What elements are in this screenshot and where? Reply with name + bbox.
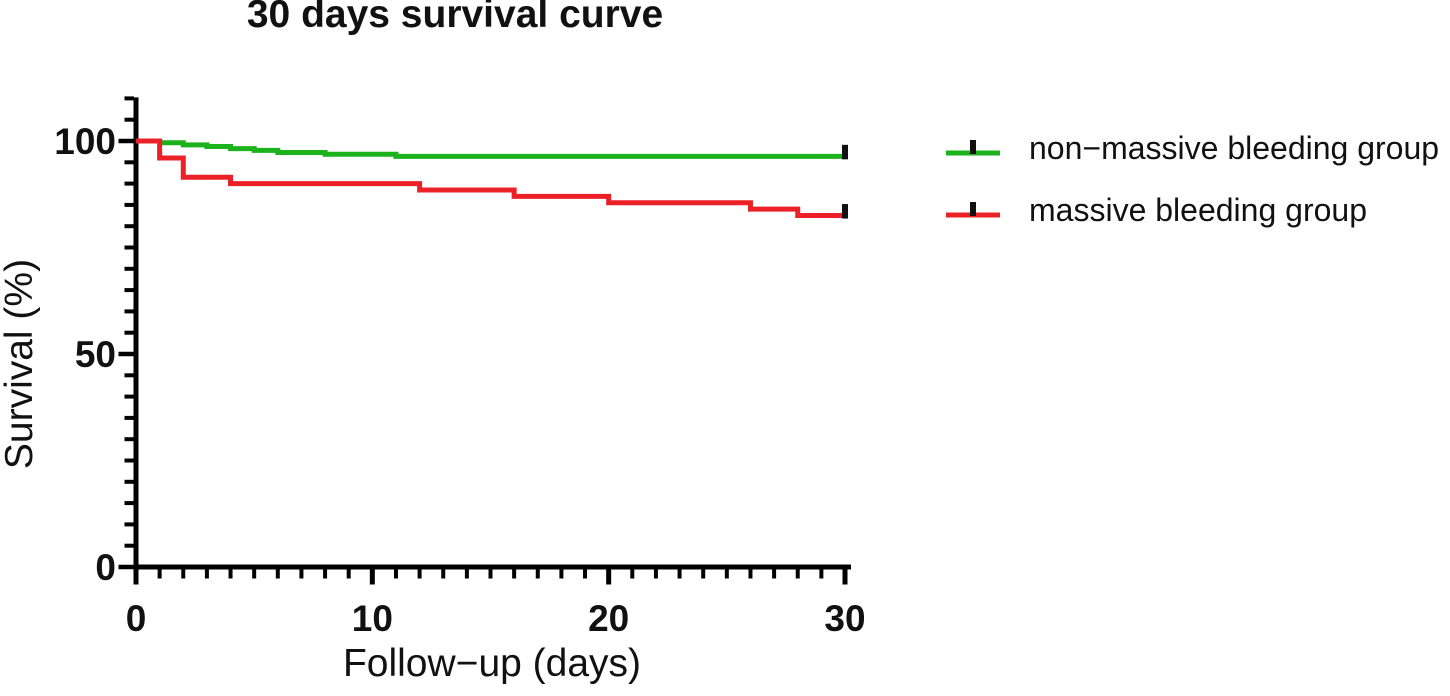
- legend-line-swatch: [946, 202, 1000, 218]
- legend: non−massive bleeding group massive bleedi…: [945, 129, 1439, 253]
- y-tick-label: 50: [75, 334, 116, 375]
- censor-tick-icon: [970, 140, 976, 154]
- x-tick-label: 30: [824, 598, 865, 639]
- x-tick-label: 20: [588, 598, 629, 639]
- legend-label: non−massive bleeding group: [1029, 129, 1440, 166]
- legend-entry: non−massive bleeding group: [945, 129, 1439, 167]
- x-tick-label: 10: [352, 598, 393, 639]
- x-tick-label: 0: [126, 598, 147, 639]
- censor-tick-icon: [842, 144, 848, 160]
- censor-tick-icon: [842, 204, 848, 219]
- legend-entry: massive bleeding group: [945, 191, 1439, 229]
- x-axis-label: Follow−up (days): [342, 642, 642, 685]
- y-tick-label: 0: [95, 547, 116, 588]
- chart-title: 30 days survival curve: [246, 0, 664, 36]
- legend-line-swatch: [946, 140, 1000, 156]
- censor-tick-icon: [970, 202, 976, 216]
- legend-label: massive bleeding group: [1029, 191, 1367, 228]
- y-tick-label: 100: [54, 121, 116, 162]
- curve-massive-bleeding: [136, 138, 845, 219]
- curve-non-massive-bleeding: [136, 138, 845, 159]
